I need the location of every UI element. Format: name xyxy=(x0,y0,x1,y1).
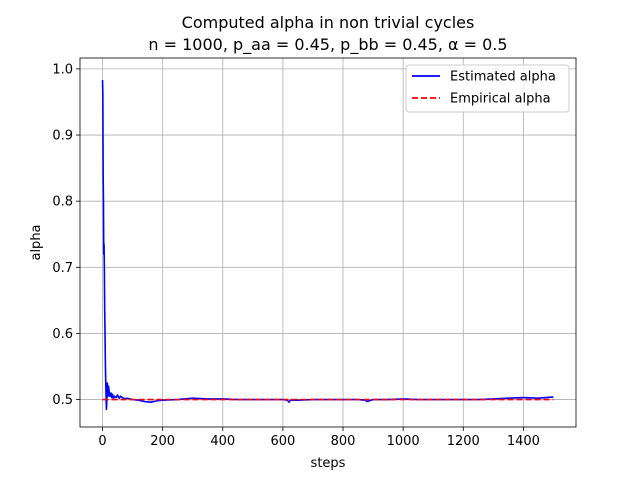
x-tick-label: 1400 xyxy=(507,434,540,449)
axis-ticks: 0 200 400 600 800 1000 1200 1400 0.5 0.6 0.7 0.8 0.9… xyxy=(52,62,540,449)
x-tick-label: 400 xyxy=(210,434,235,449)
legend: Estimated alpha Empirical alpha xyxy=(405,64,570,113)
y-tick-label: 0.8 xyxy=(52,195,73,210)
series-group xyxy=(101,80,554,411)
y-tick-label: 0.6 xyxy=(52,327,73,342)
x-tick-label: 0 xyxy=(98,434,106,449)
legend-box xyxy=(405,64,570,113)
x-tick-label: 200 xyxy=(150,434,175,449)
x-axis-label: steps xyxy=(311,456,346,471)
legend-label-estimated-alpha: Estimated alpha xyxy=(450,70,556,85)
x-tick-label: 600 xyxy=(270,434,295,449)
y-axis-label: alpha xyxy=(29,224,44,260)
chart-subtitle: n = 1000, p_aa = 0.45, p_bb = 0.45, α = … xyxy=(148,35,507,55)
y-tick-label: 0.7 xyxy=(52,261,73,276)
legend-label-empirical-alpha: Empirical alpha xyxy=(450,92,551,107)
chart-title: Computed alpha in non trivial cycles xyxy=(182,13,475,32)
y-tick-label: 1.0 xyxy=(52,62,73,77)
x-tick-label: 1000 xyxy=(387,434,420,449)
y-tick-label: 0.5 xyxy=(52,393,73,408)
x-tick-label: 1200 xyxy=(447,434,480,449)
x-tick-label: 800 xyxy=(331,434,356,449)
plot-frame xyxy=(79,57,577,428)
y-tick-label: 0.9 xyxy=(52,129,73,144)
